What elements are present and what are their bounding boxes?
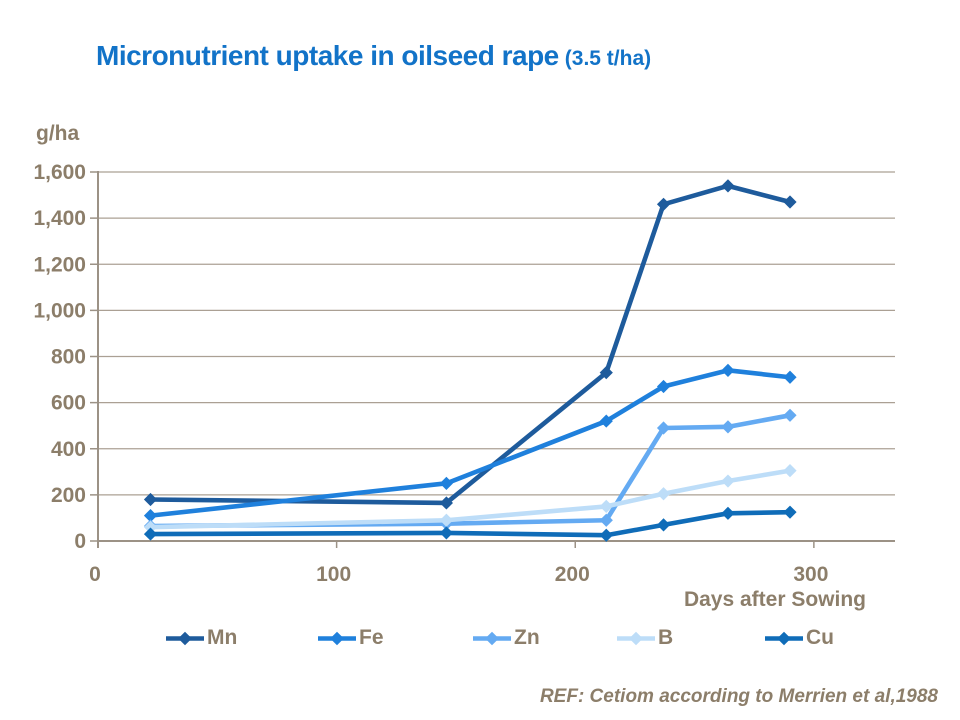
series-line-cu xyxy=(148,509,793,538)
x-tick-label: 200 xyxy=(555,563,590,586)
legend-label: B xyxy=(658,626,674,649)
y-tick-label: 400 xyxy=(51,438,86,461)
marker-cu xyxy=(656,518,671,532)
legend-item-zn: Zn xyxy=(473,626,540,650)
marker-mn xyxy=(439,496,453,510)
page-title: Micronutrient uptake in oilseed rape (3.5… xyxy=(96,40,651,72)
x-tick-label: 300 xyxy=(793,563,828,586)
legend-label: Fe xyxy=(359,626,384,649)
marker-fe xyxy=(721,363,735,377)
marker-cu xyxy=(599,528,613,542)
marker-zn xyxy=(656,421,671,435)
marker-fe xyxy=(656,379,671,394)
legend: Mn Fe Zn B Cu xyxy=(0,626,960,652)
marker-fe xyxy=(143,509,158,523)
reference-text: REF: Cetiom according to Merrien et al,1… xyxy=(539,686,938,707)
y-tick-label: 1,400 xyxy=(33,207,86,230)
series-line-mn xyxy=(148,183,793,506)
marker-zn xyxy=(721,420,735,434)
y-tick-label: 0 xyxy=(74,530,86,553)
marker-mn xyxy=(783,195,797,209)
legend-marker-icon xyxy=(765,631,803,645)
series-line-b xyxy=(148,468,793,530)
marker-b xyxy=(656,487,671,501)
y-tick-label: 1,600 xyxy=(33,161,86,184)
y-axis-unit-label: g/ha xyxy=(36,122,80,145)
y-tick-label: 800 xyxy=(51,346,86,369)
y-tick-label: 200 xyxy=(51,484,86,507)
legend-marker-icon xyxy=(473,631,511,645)
legend-label: Cu xyxy=(806,626,834,649)
series-line-fe xyxy=(148,368,793,518)
marker-fe xyxy=(783,370,797,384)
marker-mn xyxy=(656,197,671,211)
marker-zn xyxy=(783,408,797,422)
legend-item-cu: Cu xyxy=(765,626,834,650)
legend-item-mn: Mn xyxy=(166,626,237,650)
marker-cu xyxy=(721,506,735,520)
marker-fe xyxy=(599,414,613,428)
legend-item-b: B xyxy=(617,626,673,650)
marker-b xyxy=(439,513,453,527)
legend-label: Mn xyxy=(207,626,238,649)
marker-mn xyxy=(721,179,735,193)
legend-marker-icon xyxy=(617,631,655,645)
page-title-main: Micronutrient uptake in oilseed rape xyxy=(96,40,559,71)
marker-b xyxy=(721,474,735,488)
marker-mn xyxy=(599,366,613,380)
x-axis-label: Days after Sowing xyxy=(683,588,866,611)
legend-item-fe: Fe xyxy=(318,626,384,650)
marker-b xyxy=(783,464,797,478)
legend-marker-icon xyxy=(166,631,204,645)
marker-mn xyxy=(143,492,158,507)
y-tick-label: 1,200 xyxy=(33,253,86,276)
y-tick-label: 1,000 xyxy=(33,299,86,322)
marker-fe xyxy=(439,476,453,490)
x-tick-label: 100 xyxy=(316,563,351,586)
marker-b xyxy=(143,520,158,534)
page-title-suffix: (3.5 t/ha) xyxy=(564,47,652,70)
marker-b xyxy=(599,499,613,514)
legend-label: Zn xyxy=(514,626,540,649)
marker-zn xyxy=(599,513,613,527)
y-tick-label: 600 xyxy=(51,392,86,415)
marker-cu xyxy=(439,526,453,540)
legend-marker-icon xyxy=(318,631,356,645)
series-line-zn xyxy=(148,413,793,529)
marker-cu xyxy=(143,527,158,541)
marker-cu xyxy=(783,505,797,519)
x-tick-label: 0 xyxy=(89,563,101,586)
